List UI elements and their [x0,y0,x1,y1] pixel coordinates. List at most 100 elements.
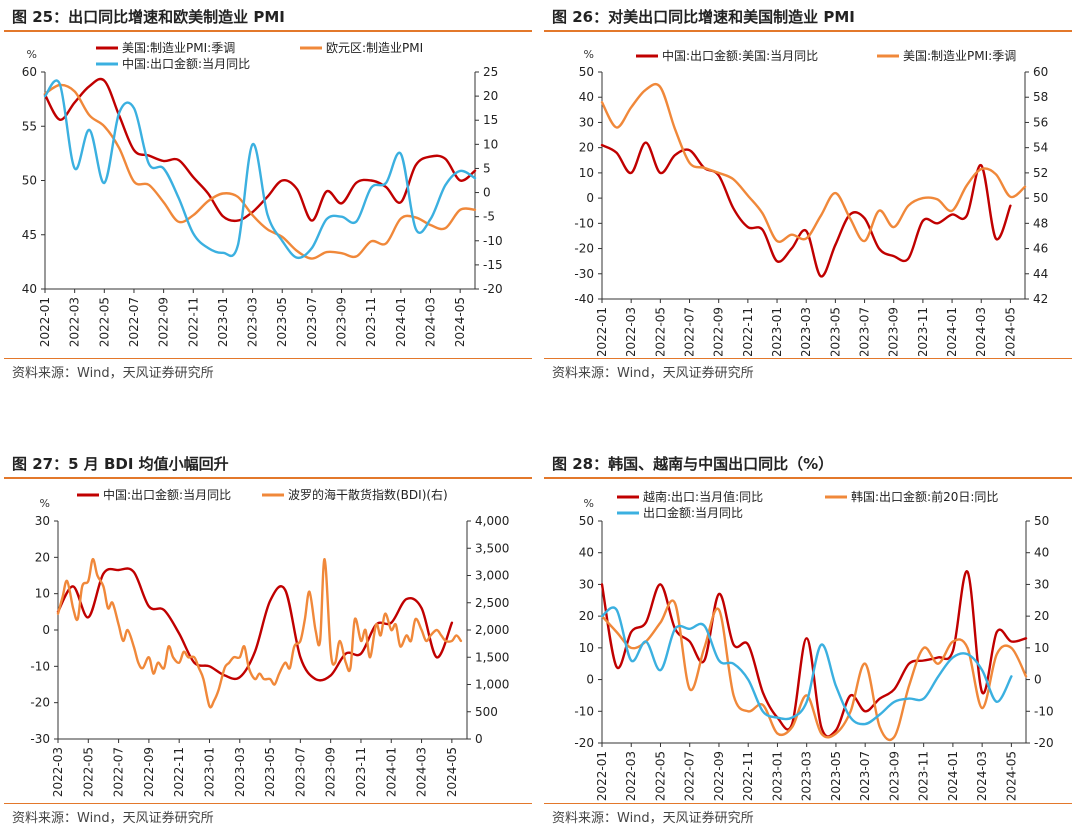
chart-title: 图 27：5 月 BDI 均值小幅回升 [12,455,229,473]
x-tick-label: 2024-01 [946,751,960,801]
source-note: 资料来源：Wind，天风证券研究所 [552,366,754,381]
x-tick-label: 2024-03 [415,747,429,797]
y-tick-label-left: 10 [579,641,594,655]
x-tick-label: 2022-09 [157,297,171,347]
source-note: 资料来源：Wind，天风证券研究所 [552,811,754,826]
y-tick-label-right: 4,000 [475,514,509,528]
y-tick-label-left: 55 [22,119,37,133]
series-line-0 [43,77,477,223]
y-tick-label-right: 2,000 [475,623,509,637]
y-tick-label-left: 40 [22,282,37,296]
panel-fig28: 图 28：韩国、越南与中国出口同比（%） % -20 -10 0 10 20 30 40 50 -… [540,447,1080,834]
y-tick-label-right: 1,500 [475,650,509,664]
source-rule [544,803,1072,804]
y-tick-label-left: 30 [579,115,594,129]
y-tick-label-right: 1,000 [475,678,509,692]
x-tick-label: 2022-03 [624,307,638,356]
y-tick-label-right: 15 [483,113,498,127]
y-tick-label-left: -20 [574,242,594,256]
y-tick-label-right: 0 [1034,673,1042,687]
y-tick-label-left: 40 [579,546,594,560]
x-tick-label: 2023-11 [916,307,930,356]
y-tick-label-right: 20 [483,89,498,103]
x-tick-label: 2023-07 [858,751,872,801]
x-tick-label: 2023-11 [917,751,931,801]
y-tick-label-right: -10 [1034,704,1054,718]
x-tick-label: 2023-09 [324,747,338,797]
y-tick-label-left: -20 [30,696,50,710]
x-tick-label: 2023-05 [829,751,843,801]
y-tick-label-right: 10 [1034,641,1049,655]
x-tick-label: 2023-09 [887,307,901,356]
source-rule [4,358,532,359]
x-tick-label: 2024-01 [394,297,408,347]
x-tick-label: 2023-01 [770,751,784,801]
left-unit-label: % [40,497,50,510]
x-tick-label: 2023-03 [233,747,247,797]
x-tick-label: 2024-03 [975,751,989,801]
x-tick-label: 2022-01 [595,751,609,801]
legend-label: 中国:出口金额:美国:当月同比 [662,48,818,63]
chart-fig27: % -30 -20 -10 0 10 20 30 0 500 1,000 1,500 2,000 2,50… [30,487,509,797]
series-line-1 [600,599,1028,742]
y-tick-label-right: 50 [1033,191,1048,205]
x-tick-label: 2023-01 [202,747,216,797]
y-tick-label-left: -30 [574,267,594,281]
source-rule [544,358,1072,359]
x-tick-label: 2023-05 [275,297,289,347]
y-tick-label-right: 40 [1034,546,1049,560]
y-tick-label-right: 3,500 [475,541,509,555]
y-tick-label-left: 40 [579,90,594,104]
y-tick-label-left: 10 [579,166,594,180]
x-tick-label: 2022-11 [172,747,186,797]
y-tick-label-left: -10 [574,216,594,230]
x-tick-label: 2022-11 [741,751,755,801]
y-tick-label-left: -20 [574,736,594,750]
legend-label: 越南:出口:当月值:同比 [643,489,763,504]
source-rule [4,803,532,804]
x-tick-label: 2022-07 [683,751,697,801]
chart-fig25: % 40 45 50 55 60 -20 -15 -10 -5 0 5 10 15 20 25 2022-01 2… [22,41,503,347]
chart-title: 图 26：对美出口同比增速和美国制造业 PMI [552,8,855,26]
x-tick-label: 2022-09 [712,751,726,801]
series-line-1 [56,557,463,709]
y-tick-label-left: 60 [22,65,37,79]
y-tick-label-right: 44 [1033,267,1048,281]
legend-label: 欧元区:制造业PMI [326,41,423,55]
x-tick-label: 2023-05 [828,307,842,356]
y-tick-label-left: -40 [574,292,594,306]
y-tick-label-left: 30 [579,577,594,591]
x-tick-label: 2023-07 [305,297,319,347]
y-tick-label-left: 50 [579,514,594,528]
title-rule [544,477,1072,479]
x-tick-label: 2023-01 [770,307,784,356]
x-tick-label: 2023-09 [887,751,901,801]
panel-fig25: 图 25：出口同比增速和欧美制造业 PMI % 40 45 50 55 60 -20 -15-… [0,0,540,417]
x-tick-label: 2023-07 [858,307,872,356]
x-tick-label: 2022-11 [186,297,200,347]
x-tick-label: 2022-05 [653,751,667,801]
title-rule [4,30,532,32]
x-tick-label: 2022-03 [68,297,82,347]
x-tick-label: 2022-01 [595,307,609,356]
x-tick-label: 2022-01 [38,297,52,347]
y-tick-label-left: -30 [30,732,50,746]
y-tick-label-right: -15 [483,258,503,272]
x-tick-label: 2023-03 [799,307,813,356]
x-tick-label: 2024-05 [1003,307,1017,356]
y-tick-label-right: 54 [1033,141,1048,155]
y-tick-label-right: 52 [1033,166,1048,180]
x-tick-label: 2024-03 [424,297,438,347]
panel-fig27: 图 27：5 月 BDI 均值小幅回升 % -30 -20 -10 0 10 20 30 0 50… [0,447,540,834]
left-unit-label: % [584,48,594,61]
panel-fig26: 图 26：对美出口同比增速和美国制造业 PMI % -40 -30 -20 -10 0 10… [540,0,1080,417]
x-tick-label: 2023-03 [246,297,260,347]
series-line-2 [600,606,1013,726]
y-tick-label-right: -20 [483,282,503,296]
y-tick-label-right: -10 [483,234,503,248]
legend-label: 美国:制造业PMI:季调 [122,41,235,55]
y-tick-label-right: 20 [1034,609,1049,623]
x-tick-label: 2022-05 [653,307,667,356]
x-tick-label: 2023-11 [364,297,378,347]
y-tick-label-left: 20 [579,609,594,623]
